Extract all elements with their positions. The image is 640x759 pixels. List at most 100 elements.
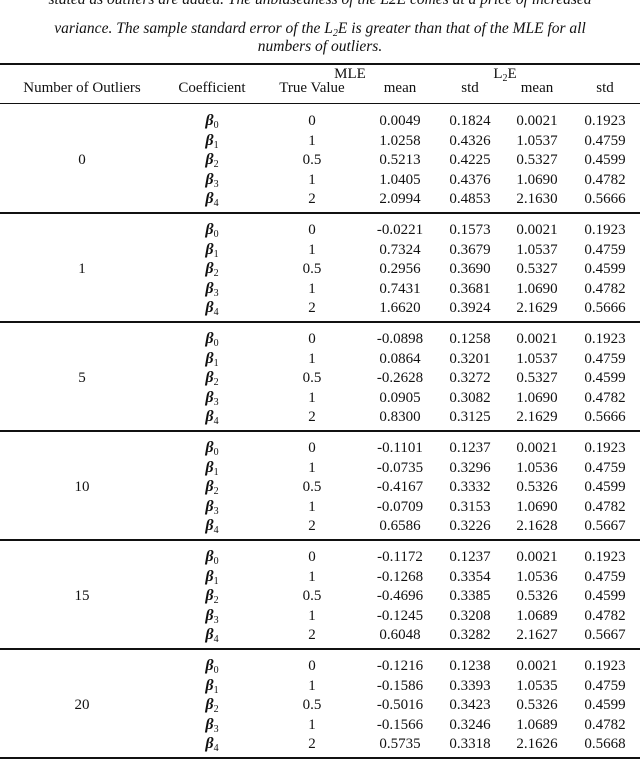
coefficient: β2 — [205, 478, 219, 497]
true-value: 0 — [308, 440, 316, 456]
mle-mean: 0.0905 — [379, 389, 421, 406]
coefficient: β3 — [205, 388, 219, 408]
l2e-std: 0.1923 — [584, 440, 626, 456]
l2e-std: 0.1923 — [584, 549, 626, 565]
coefficient: β2 — [205, 260, 219, 279]
true-value: 0 — [308, 222, 316, 238]
l2e-std: 0.5666 — [584, 300, 626, 316]
l2e-text: E — [507, 66, 517, 82]
l2e-std: 0.4759 — [584, 677, 626, 694]
header-mle: MLE — [334, 66, 366, 82]
mle-std: 0.3332 — [449, 479, 491, 495]
true-value: 1 — [308, 498, 316, 515]
true-value: 0 — [308, 331, 316, 347]
coefficient: β4 — [205, 735, 219, 754]
mle-std: 0.4853 — [449, 191, 491, 207]
coefficient: β0 — [205, 221, 219, 240]
l2e-mean: 2.1628 — [516, 518, 558, 534]
l2e-mean: 0.0021 — [516, 222, 558, 238]
mle-std: 0.3153 — [449, 498, 491, 515]
l2e-mean: 1.0537 — [516, 241, 558, 258]
true-value: 0.5 — [302, 370, 322, 386]
l2e-mean: 1.0536 — [516, 568, 558, 585]
true-value: 2 — [308, 518, 316, 534]
l2e-std: 0.4759 — [584, 132, 626, 149]
coefficient: β3 — [205, 606, 219, 626]
group-rule — [0, 212, 640, 214]
caption-line-3: numbers of outliers. — [257, 38, 383, 55]
mle-std: 0.3690 — [449, 261, 491, 277]
coefficient: β4 — [205, 190, 219, 209]
header-l2e: L2E — [493, 66, 516, 84]
caption-text: E is greater than that of the MLE for al… — [337, 20, 586, 37]
l2e-mean: 0.0021 — [516, 440, 558, 456]
l2e-std: 0.5666 — [584, 191, 626, 207]
column-header: Number of Outliers — [23, 80, 141, 96]
l2e-mean: 1.0689 — [516, 607, 558, 624]
column-header: std — [596, 80, 614, 96]
mle-std: 0.1237 — [449, 549, 491, 565]
mle-std: 0.3226 — [449, 518, 491, 534]
caption-text: variance. The sample standard error of t… — [54, 20, 333, 37]
l2e-std: 0.5666 — [584, 409, 626, 425]
true-value: 0.5 — [302, 479, 322, 495]
true-value: 2 — [308, 736, 316, 752]
l2e-mean: 0.0021 — [516, 331, 558, 347]
true-value: 1 — [308, 568, 316, 585]
l2e-std: 0.5667 — [584, 627, 626, 643]
l2e-mean: 1.0537 — [516, 132, 558, 149]
column-header: mean — [520, 80, 554, 96]
coefficient: β0 — [205, 112, 219, 131]
mle-std: 0.3296 — [449, 459, 491, 476]
l2e-std: 0.4599 — [584, 479, 626, 495]
mle-std: 0.4376 — [449, 171, 491, 188]
mle-mean: -0.2628 — [376, 370, 424, 386]
l2e-std: 0.4599 — [584, 261, 626, 277]
mle-std: 0.3125 — [449, 409, 491, 425]
number-of-outliers: 10 — [74, 479, 90, 495]
coefficient: β1 — [205, 458, 219, 478]
l2e-std: 0.4782 — [584, 498, 626, 515]
mle-mean: 0.0049 — [379, 113, 421, 129]
l2e-mean: 0.5326 — [516, 697, 558, 713]
header-rule — [0, 103, 640, 104]
coefficient: β2 — [205, 696, 219, 715]
l2e-mean: 0.5327 — [516, 152, 558, 168]
mle-mean: -0.1586 — [376, 677, 424, 694]
mle-mean: -0.1245 — [376, 607, 424, 624]
column-header: std — [461, 80, 479, 96]
true-value: 0 — [308, 658, 316, 674]
l2e-text: L — [493, 66, 503, 82]
mle-mean: 0.6586 — [379, 518, 421, 534]
mle-mean: -0.0735 — [376, 459, 424, 476]
number-of-outliers: 1 — [78, 261, 86, 277]
l2e-std: 0.4599 — [584, 588, 626, 604]
true-value: 2 — [308, 409, 316, 425]
coefficient: β2 — [205, 587, 219, 606]
mle-mean: 1.0405 — [379, 171, 421, 188]
l2e-std: 0.1923 — [584, 113, 626, 129]
mle-mean: -0.1566 — [376, 716, 424, 733]
coefficient: β1 — [205, 567, 219, 587]
coefficient: β1 — [205, 349, 219, 369]
true-value: 1 — [308, 716, 316, 733]
caption-line-1: stated as outliers are added. The unbias… — [0, 0, 640, 9]
true-value: 2 — [308, 300, 316, 316]
true-value: 1 — [308, 677, 316, 694]
l2e-mean: 2.1630 — [516, 191, 558, 207]
true-value: 0 — [308, 549, 316, 565]
mle-mean: 0.7431 — [379, 280, 421, 297]
top-rule — [0, 63, 640, 65]
number-of-outliers: 15 — [74, 588, 90, 604]
mle-std: 0.3423 — [449, 697, 491, 713]
mle-std: 0.3272 — [449, 370, 491, 386]
mle-std: 0.3354 — [449, 568, 491, 585]
number-of-outliers: 5 — [78, 370, 86, 386]
mle-mean: 1.0258 — [379, 132, 421, 149]
true-value: 2 — [308, 191, 316, 207]
l2e-std: 0.4782 — [584, 280, 626, 297]
group-rule — [0, 321, 640, 323]
mle-mean: -0.0709 — [376, 498, 424, 515]
l2e-std: 0.4782 — [584, 171, 626, 188]
column-header: Coefficient — [178, 80, 246, 96]
